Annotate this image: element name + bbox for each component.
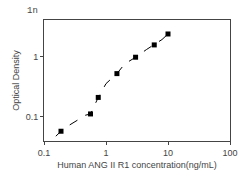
svg-text:100: 100 [222, 148, 237, 158]
svg-text:0.1: 0.1 [26, 112, 39, 122]
svg-text:1: 1 [103, 148, 108, 158]
svg-text:1: 1 [33, 52, 38, 62]
svg-text:1n: 1n [27, 6, 38, 16]
svg-text:Human ANG II R1 concentration(: Human ANG II R1 concentration(ng/mL) [57, 160, 217, 170]
svg-text:10: 10 [163, 148, 173, 158]
svg-text:0.1: 0.1 [38, 148, 51, 158]
svg-text:Optical Density: Optical Density [11, 50, 21, 111]
